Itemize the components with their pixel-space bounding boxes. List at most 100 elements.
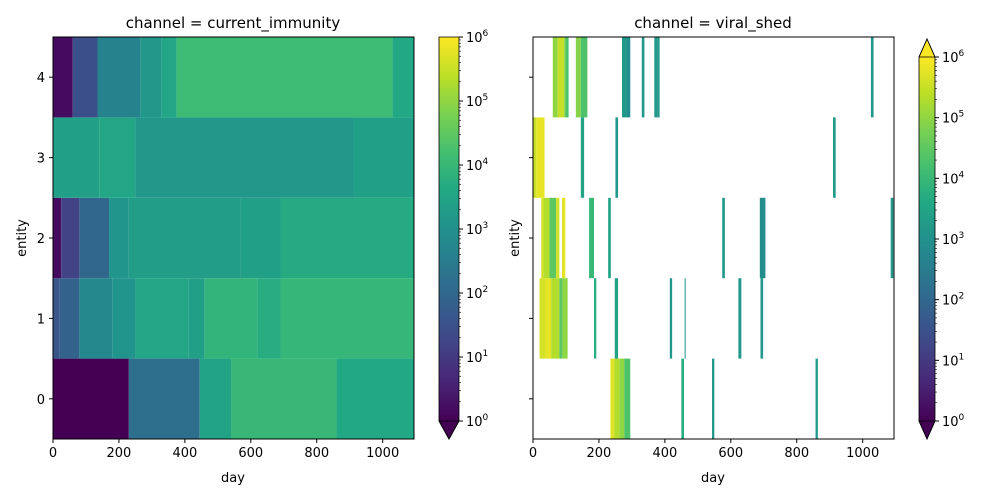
heat-cell [551,278,560,359]
heat-cell [681,358,684,439]
heat-cell [815,358,818,439]
x-tick-label: 0 [49,446,57,461]
heat-cell [204,278,258,359]
heat-cell [199,358,232,439]
heat-cell [231,358,337,439]
x-tick-label: 400 [652,446,677,461]
y-tick-label: 4 [37,71,45,86]
heat-cell [61,197,80,279]
heat-cell [580,37,588,118]
heat-cell [760,278,764,359]
heat-cell [112,278,136,359]
heat-cell [722,197,725,279]
heat-cell [619,358,625,439]
x-tick-label: 1000 [846,446,879,461]
heat-cell [280,197,414,279]
colorbar-tick-label: 105 [466,93,488,110]
heat-cell [556,197,560,279]
colorbar-tick-label: 103 [942,231,964,248]
left-heatmap [53,37,414,439]
colorbar-tick-label: 100 [466,413,489,430]
y-tick-label: 2 [37,232,45,247]
y-tick-label: 1 [37,312,45,327]
heat-cell [79,197,110,279]
heat-cell [240,197,281,279]
right-x-axis: 0 200 400 600 800 1000 [529,439,879,461]
heat-cell [654,37,658,118]
left-panel: channel = current_immunity 0 200 400 600 800… [15,14,415,486]
heat-cell [176,37,393,118]
heat-cell [589,197,594,279]
heat-cell [610,358,615,439]
heat-cell [545,278,552,359]
heat-cell [614,278,619,359]
heat-cell [161,37,177,118]
heat-cell [541,197,544,279]
heat-cell [565,37,569,118]
heat-cell [539,278,546,359]
heat-cell [109,197,129,279]
heat-cell [564,37,566,118]
heat-cell [140,37,162,118]
colorbar-tick-label: 104 [942,170,965,187]
x-tick-label: 400 [172,446,197,461]
heat-cell [135,278,189,359]
heat-cell [53,197,62,279]
heat-cell [99,117,136,198]
x-tick-label: 200 [587,446,612,461]
left-title: channel = current_immunity [126,14,341,33]
left-colorbar-ticks: 100 101 102 103 104 105 106 [459,29,489,430]
colorbar-tick-label: 101 [466,349,488,366]
heat-cell [552,37,558,118]
heat-cell [557,37,565,118]
colorbar-tick-label: 101 [942,352,964,369]
heat-cell [59,278,80,359]
colorbar-body [919,57,935,421]
heat-cell [593,278,597,359]
right-colorbar: 100 101 102 103 104 105 106 [918,38,965,440]
heat-cell [549,197,557,279]
right-heatmap [533,37,894,439]
right-panel: channel = viral_shed 0 200 400 600 800 1000 d… [508,14,895,486]
right-y-label: entity [508,219,523,257]
heat-cell [626,37,631,118]
heat-cell [608,197,611,279]
heat-cell [188,278,205,359]
colorbar-outline [438,36,460,440]
heat-cell [759,197,766,279]
heat-cell [128,197,241,279]
y-tick-label: 3 [37,152,45,167]
colorbar-tick-label: 105 [942,110,964,127]
right-x-label: day [701,471,725,486]
heat-cell [536,117,545,198]
colorbar-extend-min [918,420,936,440]
heat-cell [533,117,537,198]
heat-cell [833,117,836,198]
heat-cell [353,117,414,198]
colorbar-body [439,37,459,421]
heat-cell [890,197,894,279]
heat-cell [669,278,673,359]
left-y-label: entity [15,219,30,257]
x-tick-label: 800 [784,446,809,461]
colorbar-tick-label: 100 [942,413,965,430]
heat-cell [97,37,141,118]
x-tick-label: 600 [238,446,263,461]
heat-cell [128,358,200,439]
heat-cell [684,278,686,359]
x-tick-label: 600 [718,446,743,461]
left-colorbar: 100 101 102 103 104 105 106 [438,29,489,440]
heat-cell [280,278,414,359]
colorbar-tick-label: 103 [466,221,488,238]
x-tick-label: 200 [107,446,132,461]
heat-cell [53,117,100,198]
heat-cell [562,278,568,359]
right-colorbar-ticks: 100 101 102 103 104 105 106 [935,49,965,430]
right-y-axis [529,76,533,400]
colorbar-tick-label: 104 [466,157,489,174]
heat-cell [562,197,566,279]
heat-cell [580,117,585,198]
colorbar-extend-max [918,38,936,58]
heat-cell [657,37,660,118]
